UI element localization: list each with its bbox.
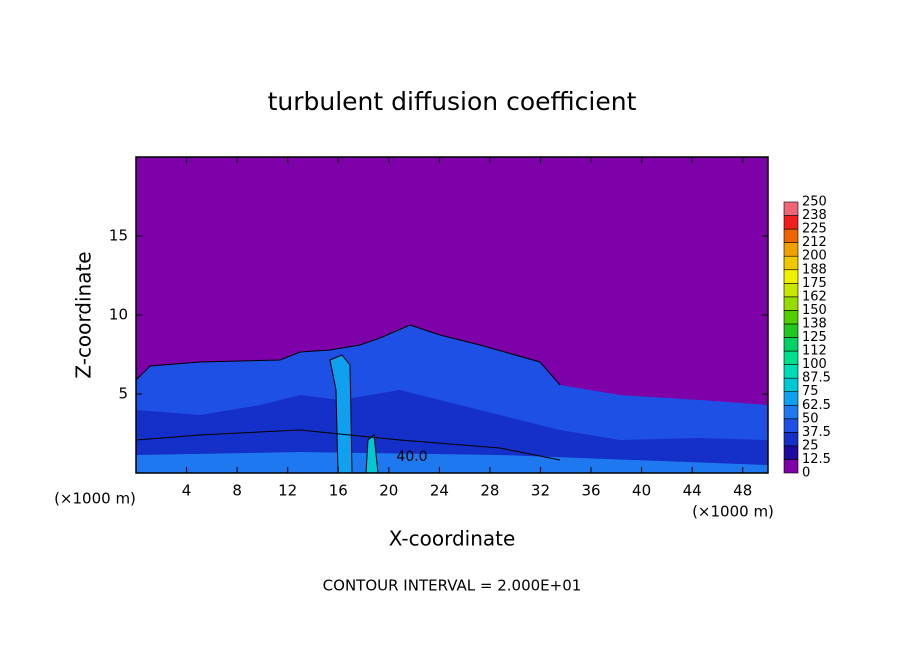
x-tick-label: 36 xyxy=(581,482,600,500)
colorbar-label: 112 xyxy=(802,344,827,359)
colorbar-label: 150 xyxy=(802,303,827,318)
chart-title: turbulent diffusion coefficient xyxy=(268,87,637,116)
colorbar-label: 250 xyxy=(802,195,827,210)
x-tick-label: 20 xyxy=(379,482,398,500)
x-tick-label: 24 xyxy=(430,482,449,500)
x-tick-label: 4 xyxy=(182,482,192,500)
colorbar-label: 188 xyxy=(802,262,827,277)
contour-line xyxy=(135,324,561,386)
colorbar-label: 50 xyxy=(802,411,819,426)
colorbar-label: 225 xyxy=(802,222,827,237)
colorbar-swatch xyxy=(783,282,799,298)
colorbar-swatch xyxy=(783,350,799,365)
colorbar-label: 0 xyxy=(802,466,810,481)
colorbar-swatch xyxy=(783,201,799,216)
x-tick-label: 40 xyxy=(632,482,651,500)
colorbar-swatch xyxy=(783,445,799,460)
colorbar-label: 37.5 xyxy=(802,425,831,440)
x-tick-label: 12 xyxy=(278,482,297,500)
field: 40.0 xyxy=(135,157,768,474)
colorbar-swatch xyxy=(783,364,799,379)
x-tick-label: 48 xyxy=(733,482,752,500)
contour-line xyxy=(135,429,561,461)
colorbar-label: 62.5 xyxy=(802,398,831,413)
x-tick-label: 16 xyxy=(329,482,348,500)
colorbar-label: 200 xyxy=(802,249,827,264)
colorbar-swatch xyxy=(783,242,799,257)
colorbar-label: 238 xyxy=(802,208,827,223)
colorbar-label: 138 xyxy=(802,316,827,331)
colorbar-swatch xyxy=(783,215,799,230)
colorbar-swatch xyxy=(783,269,799,284)
contour-label: 40.0 xyxy=(396,449,427,465)
x-tick-label: 28 xyxy=(480,482,499,500)
y-tick-label: 5 xyxy=(118,385,128,403)
colorbar-label: 212 xyxy=(802,235,827,250)
footer: CONTOUR INTERVAL = 2.000E+01 xyxy=(323,577,582,595)
colorbar-label: 12.5 xyxy=(802,452,831,467)
colorbar-swatch xyxy=(783,404,799,420)
colorbar-swatch xyxy=(783,255,799,271)
y-tick-label: 15 xyxy=(109,227,128,245)
colorbar-swatch xyxy=(783,377,799,392)
colorbar-swatch xyxy=(783,337,799,352)
field-region xyxy=(136,452,768,473)
colorbar-swatch xyxy=(783,310,799,325)
colorbar-swatch xyxy=(783,228,799,243)
colorbar-swatch xyxy=(783,296,799,311)
x-axis-label: X-coordinate xyxy=(389,527,516,551)
colorbar-swatch xyxy=(783,432,799,447)
y-axis-label: Z-coordinate xyxy=(72,251,96,378)
colorbar-swatch xyxy=(783,391,799,406)
colorbar-label: 25 xyxy=(802,438,819,453)
x-tick-label: 32 xyxy=(531,482,550,500)
colorbar-label: 175 xyxy=(802,276,827,291)
colorbar-swatch xyxy=(783,418,799,433)
colorbar-swatch xyxy=(783,459,799,474)
x-tick-label: 8 xyxy=(232,482,242,500)
x-unit: (×1000 m) xyxy=(54,490,136,508)
colorbar-label: 87.5 xyxy=(802,371,831,386)
colorbar-label: 75 xyxy=(802,384,819,399)
y-tick-label: 10 xyxy=(109,306,128,324)
x-unit: (×1000 m) xyxy=(692,503,774,521)
colorbar-label: 100 xyxy=(802,357,827,372)
x-tick-label: 44 xyxy=(683,482,702,500)
colorbar-label: 162 xyxy=(802,289,827,304)
colorbar-label: 125 xyxy=(802,330,827,345)
colorbar-swatch xyxy=(783,323,799,338)
